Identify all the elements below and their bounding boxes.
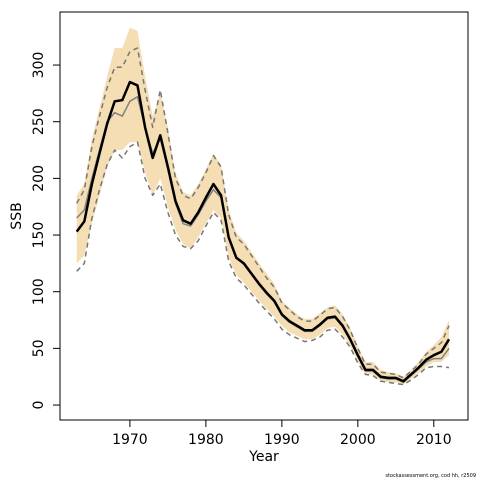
x-tick-label: 1980 — [188, 432, 224, 448]
plot-frame — [59, 11, 469, 421]
y-tick-label: 300 — [31, 52, 47, 79]
series-line — [76, 47, 450, 379]
y-tick-label: 50 — [31, 339, 47, 357]
y-tick-label: 100 — [31, 278, 47, 305]
y-tick-label: 150 — [31, 222, 47, 249]
x-axis-label: Year — [248, 449, 279, 465]
x-tick-label: 1990 — [264, 432, 300, 448]
confidence-band — [76, 27, 450, 385]
series-line — [75, 80, 451, 383]
series-line — [76, 141, 450, 386]
y-axis-label: SSB — [9, 202, 25, 229]
x-tick-label: 2000 — [340, 432, 376, 448]
y-tick-label: 0 — [31, 401, 47, 410]
y-tick-label: 200 — [31, 165, 47, 192]
plot-area — [75, 27, 451, 386]
x-tick-label: 1970 — [112, 432, 148, 448]
y-tick-label: 250 — [31, 108, 47, 135]
x-tick-label: 2010 — [416, 432, 452, 448]
footnote: stockassessment.org, cod hh, r2509 — [385, 473, 476, 479]
